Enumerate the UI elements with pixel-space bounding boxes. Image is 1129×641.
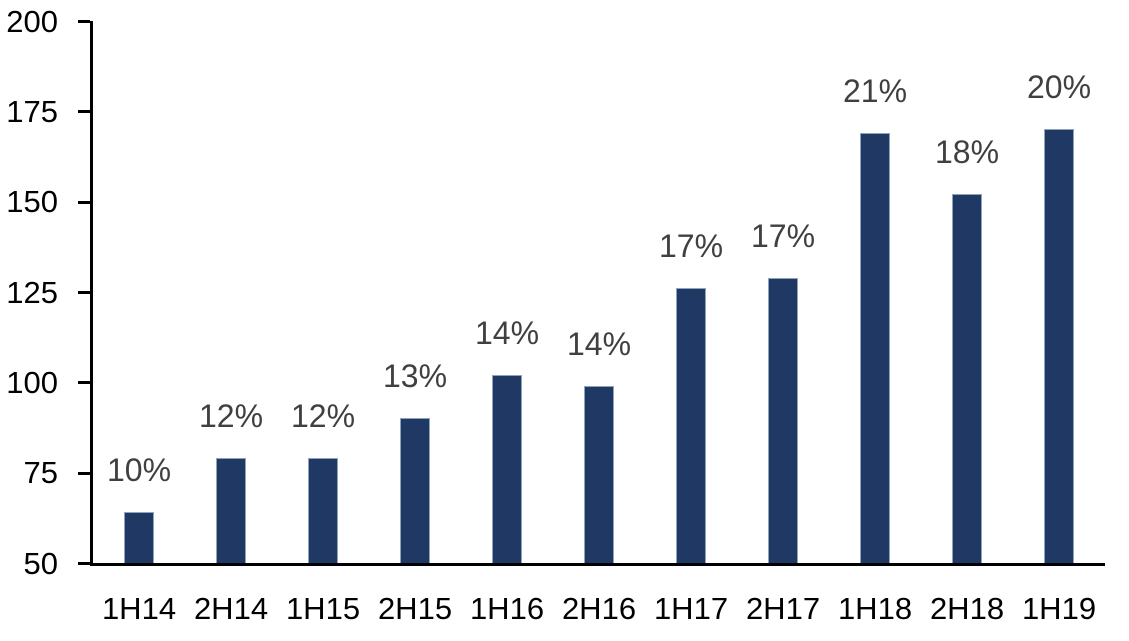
bar: [492, 375, 522, 563]
y-tick-label: 200: [6, 3, 58, 39]
bar: [1044, 129, 1074, 563]
bar: [308, 458, 338, 563]
bar-slot: 17% 1H17: [645, 21, 737, 624]
bar-slot: 12% 2H14: [185, 21, 277, 624]
x-tick-label: 1H15: [285, 591, 361, 626]
x-tick-label: 2H18: [929, 591, 1005, 626]
bar-slot: 13% 2H15: [369, 21, 461, 624]
y-tick-label: 175: [6, 93, 58, 129]
plot-area: 10% 1H14 12% 2H14 12% 1H15 13% 2H15 14% 1H16 14% 2H…: [90, 21, 1105, 624]
y-tick-mark: [78, 20, 90, 23]
x-tick-label: 2H16: [561, 591, 637, 626]
bar: [216, 458, 246, 563]
bar-value-label: 14%: [474, 315, 540, 352]
bar-slot: 14% 2H16: [553, 21, 645, 624]
x-tick-label: 1H17: [653, 591, 729, 626]
x-tick-label: 1H14: [101, 591, 177, 626]
bar-slot: 12% 1H15: [277, 21, 369, 624]
bar-value-label: 18%: [934, 134, 1000, 171]
y-tick-label: 75: [23, 455, 58, 491]
y-tick-label: 100: [6, 364, 58, 400]
y-tick-mark: [78, 291, 90, 294]
bar-slot: 21% 1H18: [829, 21, 921, 624]
bar: [768, 277, 798, 563]
bar-value-label: 13%: [382, 358, 448, 395]
y-axis: 50 75 100 125 150 175 200: [0, 0, 90, 641]
x-tick-label: 1H16: [469, 591, 545, 626]
x-tick-label: 1H19: [1021, 591, 1097, 626]
y-tick-mark: [78, 471, 90, 475]
bar-value-label: 10%: [106, 452, 172, 489]
x-tick-label: 1H18: [837, 591, 913, 626]
x-tick-label: 2H14: [193, 591, 269, 626]
bar-value-label: 12%: [290, 398, 356, 435]
bar-slot: 10% 1H14: [93, 21, 185, 624]
bar-slot: 14% 1H16: [461, 21, 553, 624]
bar: [584, 385, 614, 563]
y-tick-mark: [78, 381, 90, 385]
x-tick-label: 2H15: [377, 591, 453, 626]
y-tick-mark: [78, 562, 90, 565]
y-tick-label: 150: [6, 184, 58, 220]
bar-value-label: 20%: [1026, 69, 1092, 106]
y-tick-label: 50: [23, 545, 58, 581]
bar: [124, 512, 154, 563]
bar: [952, 194, 982, 563]
bar: [400, 418, 430, 563]
bar: [860, 133, 890, 563]
x-tick-label: 2H17: [745, 591, 821, 626]
bar: [676, 288, 706, 563]
bar-slot: 20% 1H19: [1013, 21, 1105, 624]
y-tick-mark: [78, 110, 90, 114]
y-tick-mark: [78, 200, 90, 204]
bar-value-label: 14%: [566, 325, 632, 362]
y-tick-label: 125: [6, 274, 58, 310]
bar-value-label: 17%: [750, 217, 816, 254]
bar-value-label: 21%: [842, 73, 908, 110]
bar-value-label: 17%: [658, 228, 724, 265]
bar-value-label: 12%: [198, 398, 264, 435]
bar-slot: 17% 2H17: [737, 21, 829, 624]
bar-slot: 18% 2H18: [921, 21, 1013, 624]
